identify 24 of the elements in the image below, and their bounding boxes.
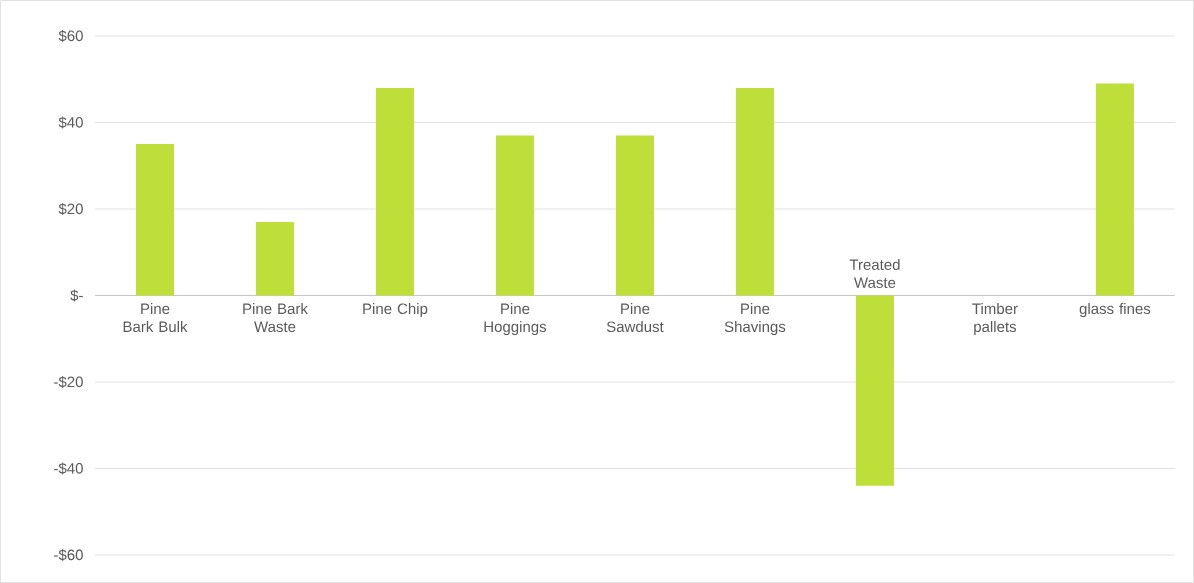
y-tick-label: $60 bbox=[58, 29, 83, 43]
bar bbox=[255, 221, 294, 296]
x-tick-label: Pine Bark Bulk bbox=[123, 303, 188, 333]
bar bbox=[136, 144, 174, 296]
x-tick-label: glass fines bbox=[1079, 303, 1151, 317]
bar bbox=[855, 295, 894, 486]
x-tick-label: Timber pallets bbox=[972, 303, 1018, 335]
y-tick-label: $40 bbox=[58, 116, 83, 129]
bar bbox=[495, 135, 534, 296]
y-tick-label: -$20 bbox=[54, 375, 83, 389]
y-tick-label: -$60 bbox=[54, 548, 83, 562]
bar bbox=[735, 87, 774, 296]
x-tick-label: Pine Bark Waste bbox=[243, 303, 308, 333]
x-tick-label: Pine Chip bbox=[363, 303, 428, 317]
bar bbox=[615, 135, 654, 296]
bar bbox=[1095, 83, 1134, 296]
x-tick-label: Pine Shavings bbox=[724, 303, 786, 335]
x-tick-label: Treated Waste bbox=[849, 258, 900, 288]
bar bbox=[375, 87, 414, 296]
y-tick-label: -$40 bbox=[54, 462, 83, 475]
y-tick-label: $- bbox=[70, 289, 83, 302]
x-tick-label: Pine Hoggings bbox=[484, 303, 547, 335]
x-tick-label: Pine Sawdust bbox=[606, 303, 664, 333]
y-tick-label: $20 bbox=[58, 202, 83, 216]
